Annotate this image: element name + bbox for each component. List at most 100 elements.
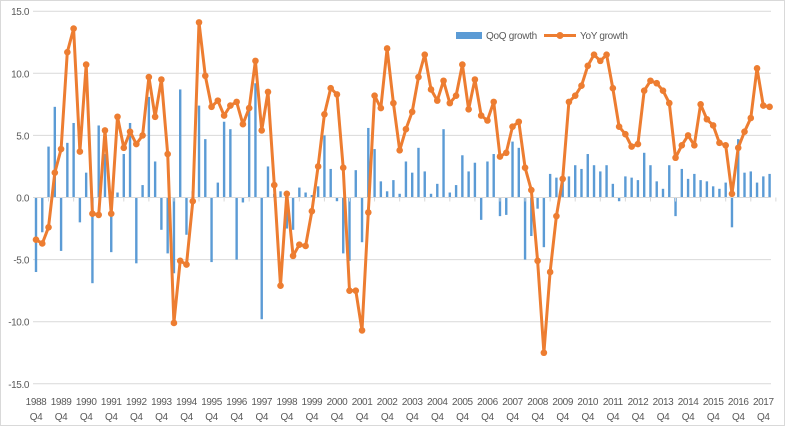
qoq-bar [342,197,345,254]
yoy-point [208,103,215,111]
yoy-line-path [35,20,770,355]
qoq-bar [743,172,746,198]
x-tick-quarter: Q4 [456,412,469,423]
qoq-bar [655,181,658,198]
qoq-bar [642,152,646,198]
qoq-bar [135,197,138,264]
yoy-point [365,209,372,216]
x-tick-quarter: Q4 [130,412,143,423]
qoq-bar [310,195,314,198]
x-tick-quarter: Q4 [356,412,369,423]
yoy-point [270,181,278,189]
yoy-point [195,19,203,26]
yoy-point [678,142,686,149]
qoq-bar [548,173,552,198]
yoy-point [521,164,529,171]
yoy-point [571,92,579,99]
yoy-point [289,252,297,260]
yoy-point [747,114,755,122]
qoq-bar [91,197,94,284]
x-tick-quarter: Q4 [556,412,569,423]
qoq-bar [197,105,201,198]
qoq-bar [360,197,364,243]
yoy-point [277,282,284,289]
qoq-bar [737,139,740,198]
qoq-bar [97,125,100,198]
x-tick-quarter: Q4 [331,412,344,423]
yoy-point [509,123,516,131]
x-tick-year: 1988 [26,397,47,408]
yoy-point [697,101,704,108]
yoy-point [760,102,767,109]
yoy-point [264,88,272,96]
qoq-bar [128,122,132,198]
legend-swatch-qoq [456,32,482,39]
qoq-bar [749,171,752,198]
yoy-point [139,132,146,139]
yoy-point [220,112,228,119]
qoq-bar [172,197,176,274]
yoy-point [709,122,717,129]
yoy-point [377,104,385,112]
qoq-bar [454,185,458,198]
x-tick-year: 1993 [151,397,172,408]
x-tick-quarter: Q4 [657,412,670,423]
yoy-point [51,169,59,176]
qoq-bar [179,89,182,198]
yoy-point [421,51,429,58]
yoy-point [590,51,598,58]
yoy-point [390,99,397,107]
qoq-bar [505,197,508,215]
yoy-point [38,240,46,247]
yoy-point [716,139,723,147]
qoq-bar [630,177,633,198]
yoy-point [722,142,729,149]
qoq-bar [649,165,652,198]
qoq-bar [316,186,320,198]
yoy-point [691,142,698,149]
yoy-point [408,108,416,116]
yoy-point [659,87,667,94]
yoy-point [628,143,635,150]
qoq-bar [599,171,602,198]
qoq-bar [580,168,583,198]
yoy-point [578,82,585,90]
x-tick-year: 2016 [728,397,749,408]
qoq-bar [216,182,220,198]
x-tick-quarter: Q4 [682,412,695,423]
x-tick-year: 2010 [577,397,598,408]
qoq-bar [66,142,69,198]
qoq-bar [624,176,627,198]
x-tick-year: 2012 [628,397,649,408]
yoy-point [170,319,178,327]
x-tick-quarter: Q4 [155,412,168,423]
yoy-point [553,212,560,220]
qoq-bar [72,122,75,198]
yoy-point [465,106,472,113]
x-tick-year: 1989 [51,397,72,408]
yoy-point [245,104,253,112]
qoq-bar [674,197,677,217]
yoy-point [32,236,40,244]
qoq-bar [661,188,665,198]
x-tick-quarter: Q4 [180,412,193,423]
yoy-point [703,115,711,123]
yoy-point [371,92,378,99]
x-tick-quarter: Q4 [105,412,118,423]
qoq-bar [379,181,383,198]
qoq-bar [523,197,527,260]
yoy-point [358,327,366,334]
yoy-point [164,150,171,158]
yoy-point [766,103,773,111]
qoq-bar [555,177,558,198]
qoq-bar [59,197,63,251]
yoy-point [76,148,84,155]
yoy-point [176,257,184,265]
yoy-point [672,154,679,162]
qoq-bar [153,161,157,198]
qoq-bar [122,154,125,198]
qoq-bar [354,170,357,198]
yoy-point [484,117,491,124]
y-tick-label: 15.0 [11,7,30,18]
